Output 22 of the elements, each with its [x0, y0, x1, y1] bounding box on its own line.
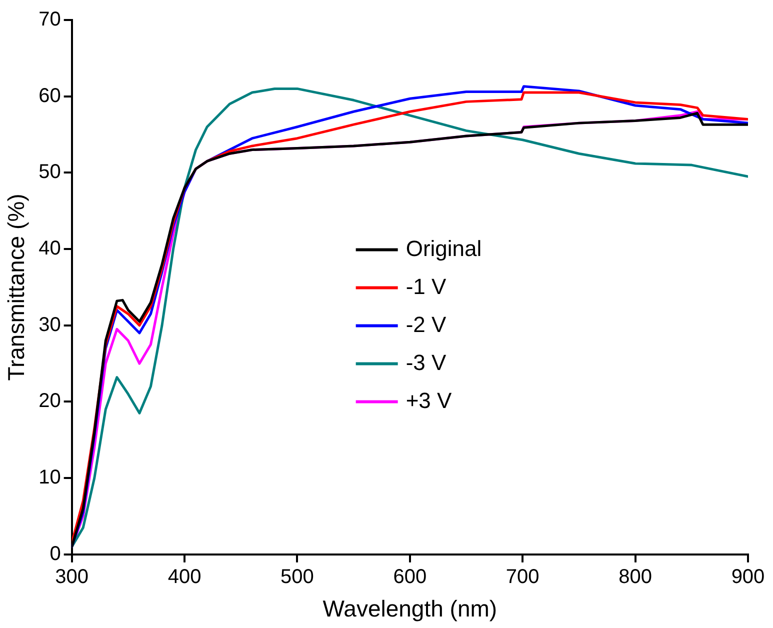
legend-label: -1 V	[406, 274, 447, 299]
y-tick-label: 10	[38, 466, 61, 489]
x-tick-label: 800	[618, 566, 652, 588]
legend-label: -2 V	[406, 312, 447, 337]
y-tick-label: 50	[38, 161, 61, 184]
legend-label: -3 V	[406, 350, 447, 375]
x-tick-label: 600	[393, 566, 427, 588]
x-tick-label: 900	[731, 566, 765, 588]
x-tick-label: 300	[55, 566, 89, 588]
y-tick-label: 30	[38, 314, 61, 336]
x-tick-label: 400	[168, 566, 202, 588]
y-tick-label: 60	[38, 84, 61, 107]
y-tick-label: 70	[38, 8, 61, 31]
x-tick-label: 700	[506, 566, 540, 588]
x-tick-label: 500	[280, 566, 314, 588]
y-tick-label: 20	[38, 390, 61, 412]
y-tick-label: 0	[50, 542, 61, 565]
legend-label: +3 V	[406, 388, 452, 413]
y-tick-label: 40	[38, 238, 61, 260]
legend-label: Original	[406, 236, 482, 261]
y-axis-title: Transmittance (%)	[3, 194, 30, 381]
x-axis-title: Wavelength (nm)	[322, 596, 498, 622]
